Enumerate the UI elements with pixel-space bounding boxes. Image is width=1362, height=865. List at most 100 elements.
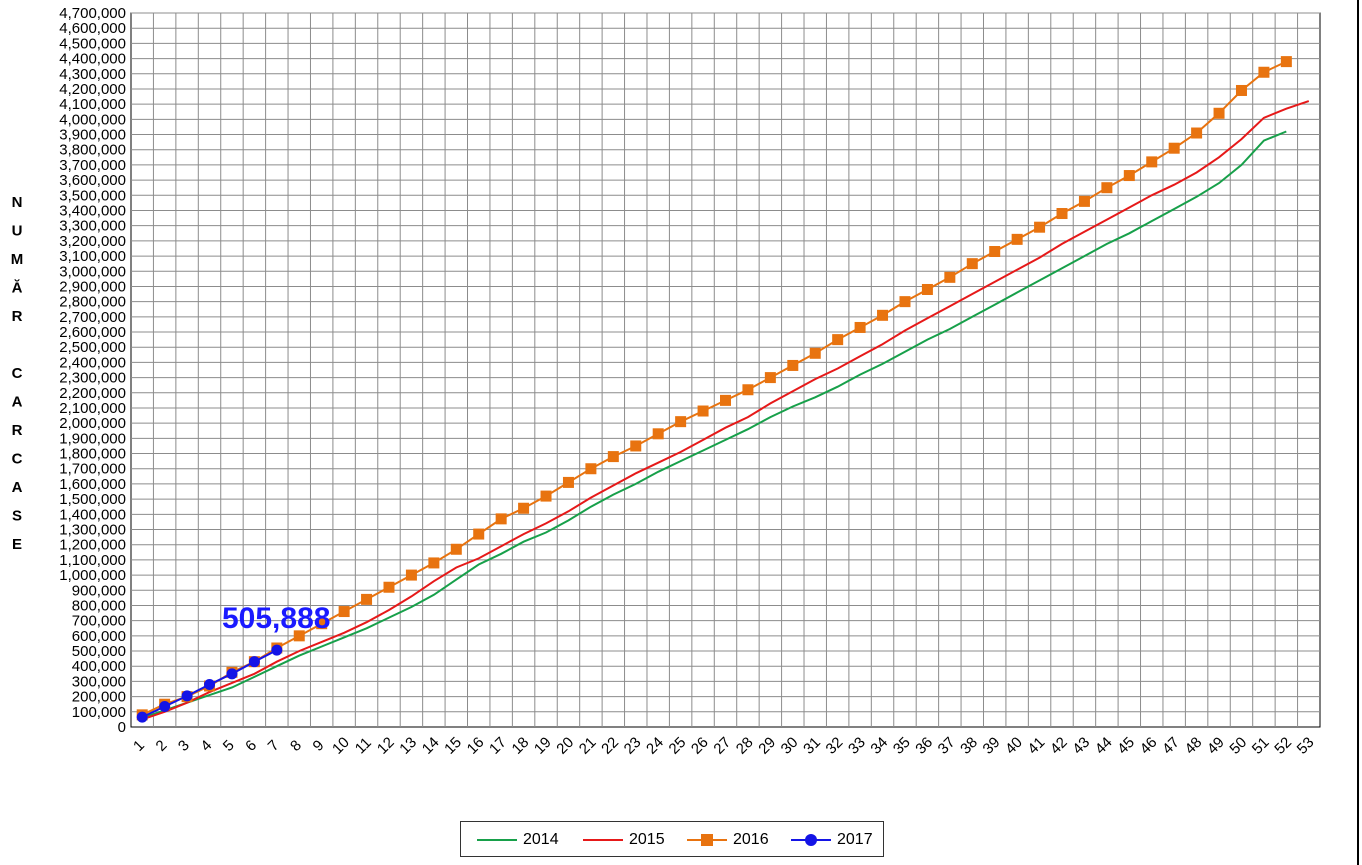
y-tick-label: 3,800,000 [59,142,126,159]
data-point-2016 [1146,156,1158,168]
y-tick-label: 1,500,000 [59,491,126,508]
y-tick-label: 1,200,000 [59,537,126,554]
y-tick-label: 2,700,000 [59,309,126,326]
x-tick-label: 30 [778,734,802,758]
data-point-2016 [293,630,305,642]
data-point-2016 [1123,170,1135,182]
data-point-2016 [405,569,417,581]
x-tick-label: 29 [755,734,779,758]
x-tick-label: 16 [464,734,488,758]
x-tick-label: 53 [1294,734,1318,758]
data-point-2016 [495,513,507,525]
y-label-letter: M [11,251,24,268]
data-point-2016 [854,321,866,333]
data-point-2016 [450,543,462,555]
y-label-letter: C [12,365,23,382]
y-tick-label: 300,000 [72,673,126,690]
data-point-2016 [697,405,709,417]
y-tick-label: 2,400,000 [59,354,126,371]
x-tick-label: 26 [688,734,712,758]
y-tick-label: 4,200,000 [59,81,126,98]
y-label-letter: R [12,308,23,325]
x-tick-label: 1 [130,737,148,755]
data-point-2016 [316,618,328,630]
y-tick-label: 800,000 [72,597,126,614]
data-point-2017 [204,678,216,690]
data-point-2017 [181,690,193,702]
y-tick-label: 4,700,000 [59,5,126,22]
x-tick-label: 2 [153,737,171,755]
data-point-2016 [787,359,799,371]
data-point-2016 [1168,142,1180,154]
x-tick-label: 17 [486,734,510,758]
legend-label-2015: 2015 [629,831,665,848]
x-tick-label: 41 [1024,734,1048,758]
data-point-2016 [652,428,664,440]
data-point-2016 [361,593,373,605]
y-tick-label: 900,000 [72,582,126,599]
x-tick-label: 4 [197,737,215,755]
grid-lines [130,12,1321,728]
y-tick-label: 1,600,000 [59,476,126,493]
data-point-2016 [473,528,485,540]
y-tick-label: 3,100,000 [59,248,126,265]
series-line-2014 [141,130,1287,719]
x-tick-label: 46 [1137,734,1161,758]
data-point-2016 [1191,127,1203,139]
x-tick-label: 43 [1069,734,1093,758]
data-point-2016 [1213,107,1225,119]
x-tick-label: 31 [800,734,824,758]
data-point-2016 [899,296,911,308]
data-point-2016 [1011,233,1023,245]
data-point-2017 [248,656,260,668]
data-point-2017 [136,711,148,723]
y-label-letter: A [12,479,23,496]
x-tick-label: 42 [1047,734,1071,758]
series-line-2015 [141,100,1310,721]
y-tick-label: 2,600,000 [59,324,126,341]
data-point-2017 [271,644,283,656]
x-axis-ticks: 1 2 3 4 5 6 7 8 9 10 11 121314151617181920212223242… [130,734,1317,758]
y-tick-label: 3,700,000 [59,157,126,174]
data-point-2016 [1258,66,1270,78]
data-point-2016 [1078,195,1090,207]
x-tick-label: 34 [867,734,891,758]
x-tick-label: 44 [1092,734,1116,758]
data-point-2016 [540,490,552,502]
y-label-letter: E [12,536,22,553]
frame-border [1357,0,1359,865]
y-tick-label: 3,300,000 [59,218,126,235]
data-point-2016 [1101,182,1113,194]
y-tick-label: 1,700,000 [59,461,126,478]
legend-swatch-2015 [583,839,623,841]
data-point-2016 [809,347,821,359]
data-point-2016 [518,502,530,514]
y-tick-label: 4,300,000 [59,66,126,83]
x-tick-label: 5 [220,737,238,755]
y-tick-label: 700,000 [72,613,126,630]
legend-label-2017: 2017 [837,831,873,848]
x-tick-label: 11 [352,734,375,757]
y-axis-ticks: 0100,000200,000300,000400,000500,000600,… [59,5,126,736]
legend-swatch-2017 [791,834,831,846]
data-point-2016 [944,271,956,283]
legend-swatch-2016 [687,834,727,846]
data-point-2016 [607,451,619,463]
data-point-2016 [742,384,754,396]
x-tick-label: 36 [912,734,936,758]
x-tick-label: 48 [1182,734,1206,758]
x-tick-label: 18 [509,734,533,758]
x-tick-label: 39 [980,734,1004,758]
x-tick-label: 14 [419,734,443,758]
x-tick-label: 23 [621,734,645,758]
legend: 2014 2015 2016 2017 [460,821,884,857]
x-tick-label: 49 [1204,734,1228,758]
x-tick-label: 27 [710,734,734,758]
x-tick-label: 32 [823,734,847,758]
x-tick-label: 12 [374,734,398,758]
y-tick-label: 2,300,000 [59,370,126,387]
y-tick-label: 500,000 [72,643,126,660]
y-label-letter: S [12,508,22,525]
y-label-letter: N [12,194,23,211]
x-tick-label: 25 [666,734,690,758]
